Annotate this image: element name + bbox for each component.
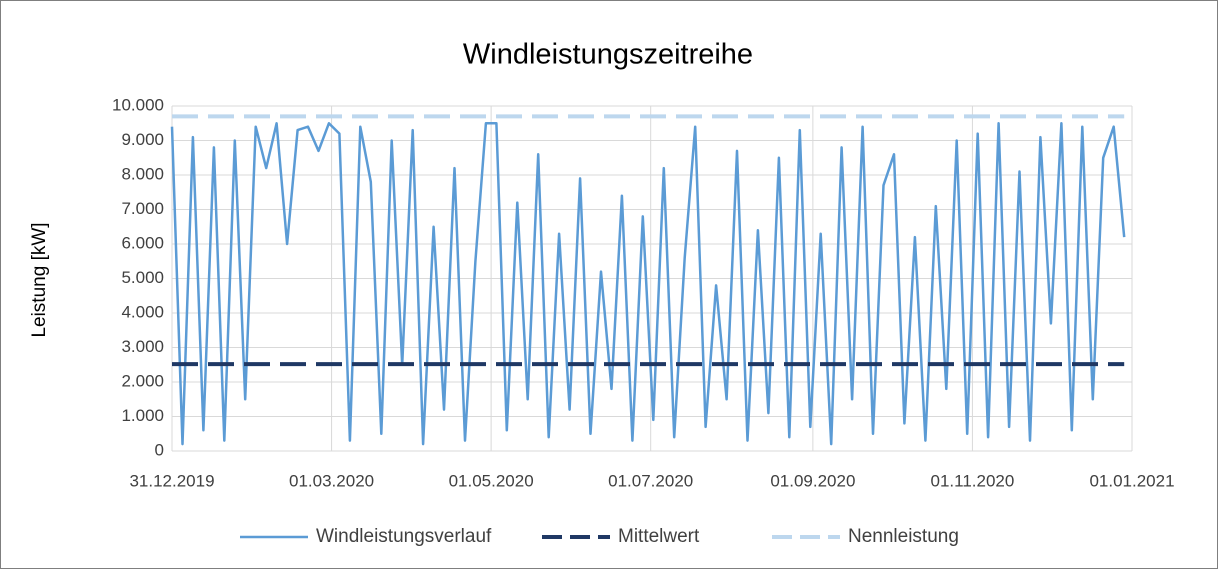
- x-tick-label: 01.05.2020: [449, 471, 534, 490]
- legend-label: Mittelwert: [618, 526, 700, 547]
- y-axis-label: Leistung [kW]: [29, 222, 50, 337]
- y-tick-label: 2.000: [121, 371, 164, 390]
- x-tick-label: 01.03.2020: [289, 471, 374, 490]
- y-tick-label: 0: [155, 440, 164, 459]
- x-tick-label: 01.07.2020: [608, 471, 693, 490]
- line-series: [170, 122, 1126, 446]
- y-tick-label: 4.000: [121, 302, 164, 321]
- y-tick-label: 6.000: [121, 233, 164, 252]
- y-tick-label: 9.000: [121, 130, 164, 149]
- legend-label: Windleistungsverlauf: [316, 526, 492, 547]
- y-tick-label: 8.000: [121, 164, 164, 183]
- chart-title: Windleistungszeitreihe: [463, 39, 753, 71]
- y-tick-label: 3.000: [121, 337, 164, 356]
- x-tick-label: 31.12.2019: [129, 471, 214, 490]
- y-tick-label: 7.000: [121, 199, 164, 218]
- x-tick-label: 01.09.2020: [770, 471, 855, 490]
- y-tick-label: 10.000: [112, 95, 164, 114]
- y-tick-label: 5.000: [121, 268, 164, 287]
- legend-label: Nennleistung: [848, 526, 959, 547]
- x-tick-label: 01.01.2021: [1089, 471, 1174, 490]
- y-tick-label: 1.000: [121, 406, 164, 425]
- x-tick-label: 01.11.2020: [931, 471, 1015, 490]
